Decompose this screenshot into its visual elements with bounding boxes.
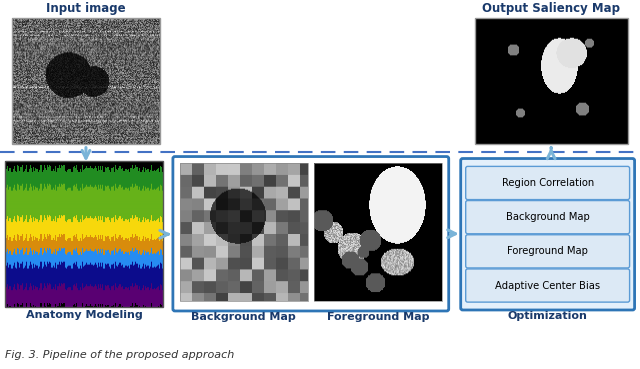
Bar <box>5 162 163 307</box>
Bar <box>475 18 628 144</box>
Text: Background Map: Background Map <box>506 212 589 222</box>
Text: Output Saliency Map: Output Saliency Map <box>482 2 620 15</box>
Text: Region Correlation: Region Correlation <box>502 178 594 188</box>
Text: Adaptive Center Bias: Adaptive Center Bias <box>495 280 600 290</box>
FancyBboxPatch shape <box>461 159 635 310</box>
Bar <box>314 163 442 301</box>
FancyBboxPatch shape <box>173 156 449 311</box>
FancyBboxPatch shape <box>466 235 630 268</box>
Text: Input image: Input image <box>46 2 125 15</box>
Text: Foreground Map: Foreground Map <box>326 312 429 322</box>
FancyBboxPatch shape <box>466 201 630 234</box>
FancyBboxPatch shape <box>466 166 630 200</box>
Bar <box>12 18 160 144</box>
FancyBboxPatch shape <box>466 269 630 302</box>
Text: Fig. 3. Pipeline of the proposed approach: Fig. 3. Pipeline of the proposed approac… <box>5 350 234 360</box>
Text: Background Map: Background Map <box>191 312 296 322</box>
Text: Optimization: Optimization <box>508 311 588 321</box>
Text: Anatomy Modeling: Anatomy Modeling <box>26 310 142 320</box>
Text: Foreground Map: Foreground Map <box>508 246 588 256</box>
Bar <box>180 163 308 301</box>
